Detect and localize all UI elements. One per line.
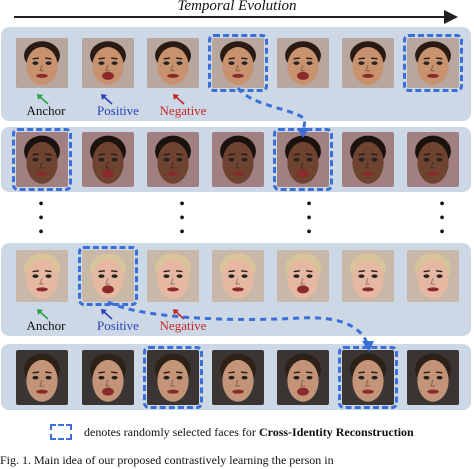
time-arrow-head bbox=[444, 10, 458, 24]
negative-label-top: Negative bbox=[159, 103, 207, 118]
anchor-label-bottom: Anchor bbox=[26, 318, 66, 333]
face-thumbnail bbox=[342, 38, 394, 88]
face-thumbnail bbox=[277, 250, 329, 302]
connector-row3-to-row4 bbox=[107, 300, 370, 347]
face-thumbnail bbox=[407, 132, 459, 187]
face-thumbnail bbox=[407, 350, 459, 405]
positive-label-top: Positive bbox=[97, 103, 139, 118]
selected-face-thumbnail bbox=[338, 346, 398, 409]
selected-face-thumbnail bbox=[208, 34, 268, 92]
connector-row1-to-row2 bbox=[236, 87, 307, 134]
legend-prefix: denotes randomly selected faces for bbox=[84, 425, 259, 439]
figure-caption: Fig. 1. Main idea of our proposed contra… bbox=[0, 453, 334, 467]
face-thumbnail bbox=[212, 250, 264, 302]
ellipsis-col-3: • • • bbox=[306, 196, 312, 241]
selected-face-thumbnail bbox=[403, 34, 463, 92]
selected-face-thumbnail bbox=[143, 346, 203, 409]
ellipsis-col-4: • • • bbox=[439, 196, 445, 241]
face-thumbnail bbox=[342, 132, 394, 187]
legend-text: denotes randomly selected faces for Cros… bbox=[84, 425, 414, 440]
selected-face-thumbnail bbox=[12, 128, 72, 191]
negative-label-bottom: Negative bbox=[159, 318, 207, 333]
time-arrow-line bbox=[14, 16, 446, 18]
negative-arrow-top bbox=[172, 92, 186, 110]
face-thumbnail bbox=[277, 38, 329, 88]
face-thumbnail bbox=[212, 132, 264, 187]
anchor-label-top: Anchor bbox=[26, 103, 66, 118]
positive-label-bottom: Positive bbox=[97, 318, 139, 333]
selected-face-thumbnail bbox=[78, 246, 138, 306]
face-thumbnail bbox=[407, 250, 459, 302]
face-thumbnail bbox=[147, 132, 199, 187]
positive-arrow-top bbox=[100, 92, 114, 110]
temporal-evolution-title: Temporal Evolution bbox=[177, 0, 297, 14]
face-thumbnail bbox=[16, 350, 68, 405]
face-thumbnail bbox=[82, 38, 134, 88]
anchor-arrow-bottom bbox=[36, 307, 50, 325]
connector-arrowhead-2 bbox=[362, 341, 374, 352]
selected-face-thumbnail bbox=[273, 128, 333, 191]
face-thumbnail bbox=[16, 250, 68, 302]
ellipsis-col-1: • • • bbox=[38, 196, 44, 241]
face-thumbnail bbox=[147, 250, 199, 302]
face-thumbnail bbox=[16, 38, 68, 88]
face-thumbnail bbox=[342, 250, 394, 302]
face-thumbnail bbox=[212, 350, 264, 405]
negative-arrow-bottom bbox=[172, 307, 186, 325]
anchor-arrow-top bbox=[36, 92, 50, 110]
face-thumbnail bbox=[147, 38, 199, 88]
legend-bold: Cross-Identity Reconstruction bbox=[258, 425, 414, 439]
face-thumbnail bbox=[82, 132, 134, 187]
face-thumbnail bbox=[277, 350, 329, 405]
positive-arrow-bottom bbox=[100, 307, 114, 325]
ellipsis-col-2: • • • bbox=[179, 196, 185, 241]
connector-arrowhead-1 bbox=[297, 128, 309, 138]
selection-legend-box bbox=[50, 424, 72, 440]
face-thumbnail bbox=[82, 350, 134, 405]
